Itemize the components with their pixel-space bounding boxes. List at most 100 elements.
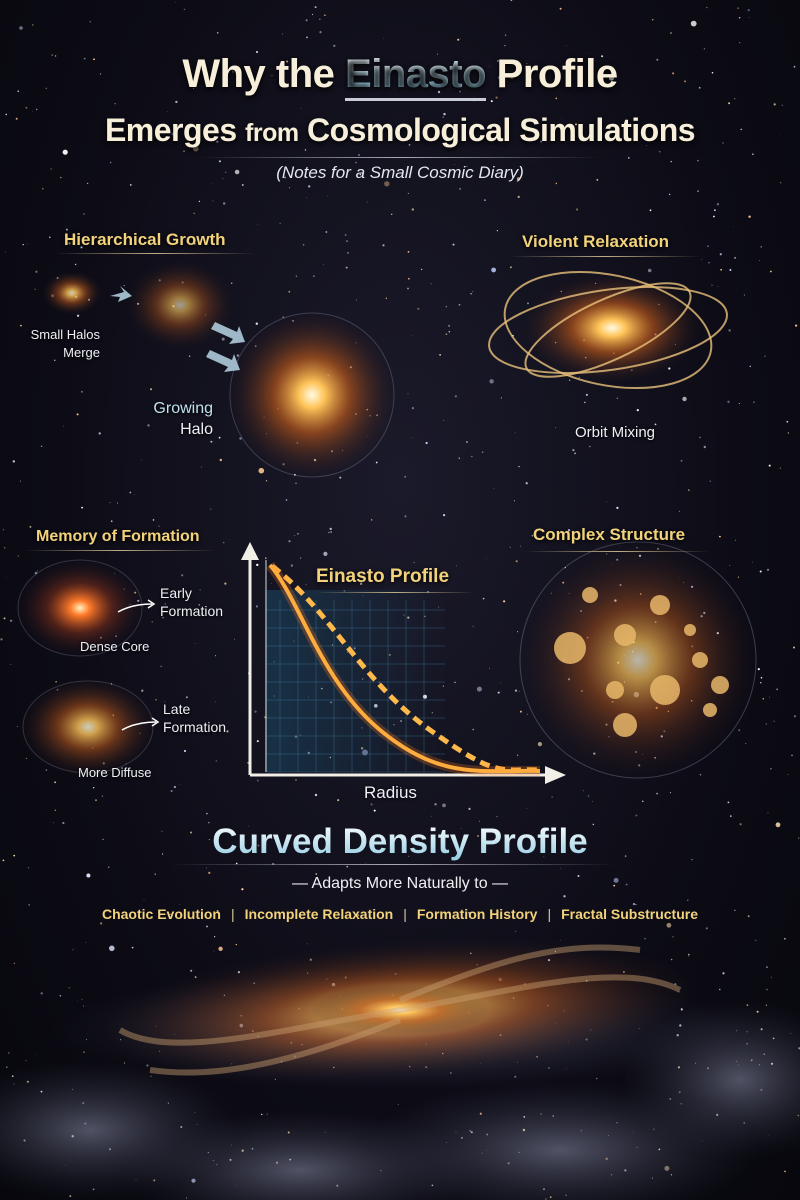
star (453, 164, 455, 166)
star (247, 825, 249, 827)
title-text: Cosmological Simulations (306, 112, 696, 148)
star (656, 58, 659, 61)
star (89, 21, 91, 23)
label-growing-halo: Growing Halo (130, 398, 213, 440)
star (183, 749, 187, 753)
star (294, 535, 296, 536)
star (497, 691, 500, 694)
star (706, 6, 708, 9)
star (224, 132, 227, 135)
star (458, 303, 461, 306)
star (83, 213, 85, 215)
title-text: Profile (496, 52, 618, 96)
star (218, 160, 221, 163)
star (179, 903, 181, 905)
star (413, 561, 415, 564)
star (584, 401, 586, 404)
star (500, 682, 501, 684)
star (592, 801, 593, 802)
star (734, 98, 736, 100)
star (555, 182, 557, 185)
star (592, 823, 595, 826)
star (83, 57, 86, 60)
star (720, 268, 722, 271)
star (734, 909, 736, 911)
star (408, 278, 410, 280)
growing-halo (227, 310, 397, 480)
star (705, 927, 708, 930)
star (459, 188, 461, 190)
star (625, 883, 628, 886)
star (532, 847, 534, 850)
star (484, 199, 486, 202)
star (158, 525, 160, 527)
label-text: Halo (180, 421, 213, 438)
divider (25, 550, 215, 551)
star (759, 570, 762, 573)
star (131, 946, 134, 949)
star (791, 754, 793, 757)
star (241, 888, 244, 891)
star (734, 256, 737, 259)
star (371, 519, 373, 521)
star (355, 161, 357, 164)
star (173, 785, 176, 789)
star (666, 922, 672, 928)
star (218, 946, 223, 951)
star (779, 467, 781, 469)
star (526, 713, 528, 715)
star (256, 563, 259, 567)
star (793, 715, 796, 718)
star (20, 324, 22, 327)
star (306, 197, 307, 198)
star (346, 865, 349, 868)
merge-arrows (110, 286, 245, 372)
star (282, 33, 284, 35)
star (271, 583, 272, 584)
star (279, 222, 281, 224)
separator: | (547, 906, 552, 922)
title-text: Why the (182, 52, 335, 96)
star (517, 631, 519, 633)
star (289, 187, 290, 189)
star (701, 259, 703, 260)
star (134, 494, 136, 495)
star (578, 537, 581, 539)
star (45, 87, 47, 89)
star (728, 102, 731, 105)
star (85, 942, 87, 943)
star (81, 506, 83, 509)
star (6, 576, 7, 578)
star (300, 107, 302, 109)
star (265, 557, 267, 559)
star (496, 230, 498, 232)
star (226, 730, 229, 733)
star (526, 808, 528, 809)
star (518, 690, 520, 692)
star (708, 262, 710, 264)
star (181, 574, 184, 577)
star (738, 729, 741, 732)
star (198, 200, 201, 203)
star (417, 307, 420, 310)
star (735, 539, 736, 541)
label-more-diffuse: More Diffuse (78, 765, 152, 780)
star (729, 565, 731, 566)
star (241, 184, 244, 186)
separator: | (403, 906, 407, 922)
nebula-clouds (0, 1000, 800, 1200)
star (442, 116, 444, 118)
star (698, 86, 701, 89)
star (504, 45, 506, 47)
star (199, 589, 201, 591)
star (470, 292, 472, 295)
star (443, 848, 445, 851)
star (76, 413, 79, 416)
star (503, 600, 506, 603)
star (443, 419, 445, 421)
star (35, 1053, 37, 1055)
star (644, 938, 646, 940)
label-late-formation: Late Formation (163, 700, 226, 736)
star (77, 314, 80, 317)
star (555, 97, 558, 100)
